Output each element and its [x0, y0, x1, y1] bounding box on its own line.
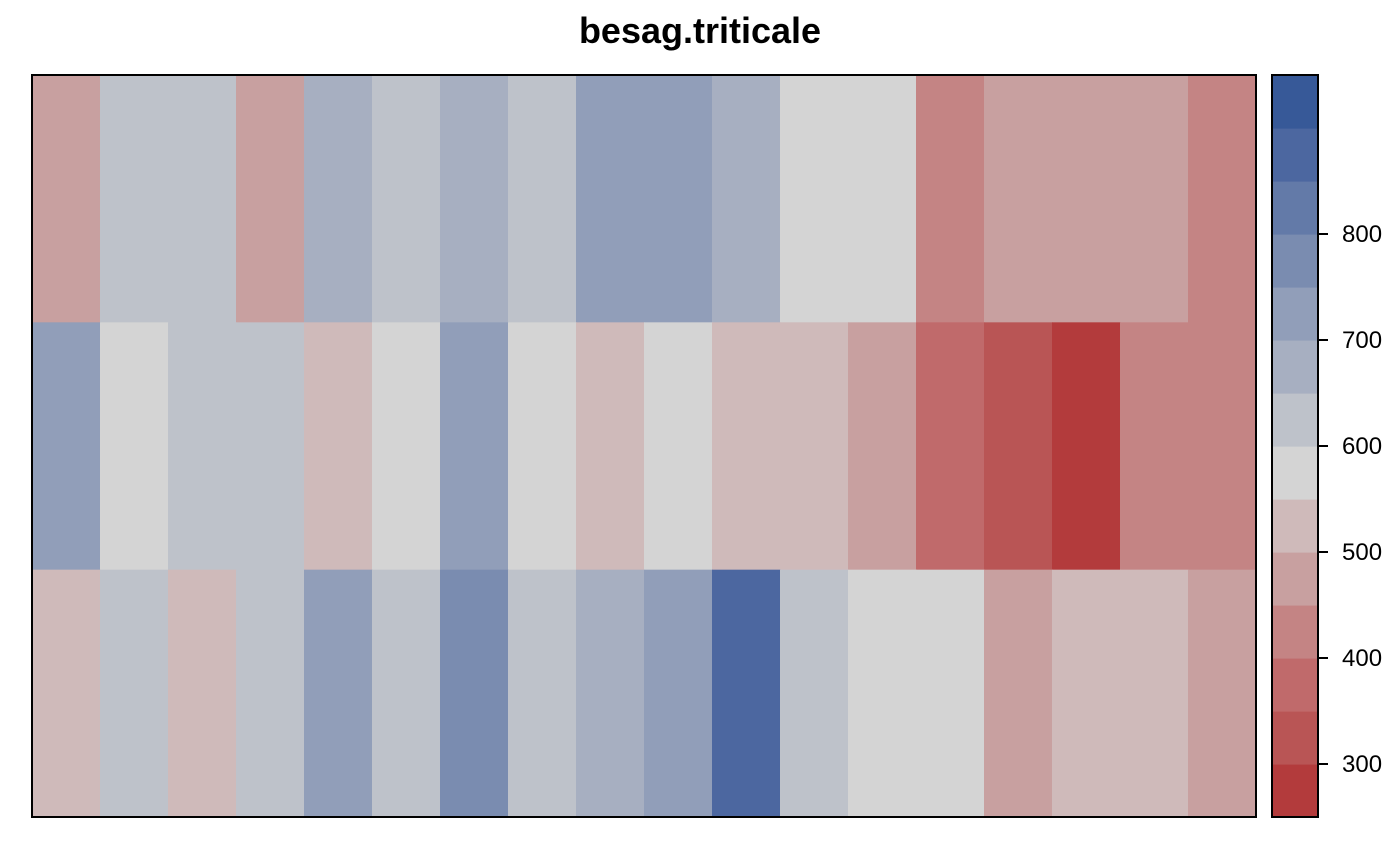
heatmap-cell [168, 322, 237, 571]
colorbar-tick-label: 700 [1342, 327, 1382, 354]
colorbar-bin [1272, 234, 1318, 288]
heatmap-cell [440, 75, 509, 323]
heatmap-cell [100, 75, 169, 323]
heatmap-cell [848, 569, 917, 818]
heatmap-cell [712, 75, 781, 323]
heatmap-cell [576, 75, 645, 323]
colorbar-bin [1272, 658, 1318, 712]
colorbar-bin [1272, 128, 1318, 182]
heatmap-cell [1188, 569, 1257, 818]
heatmap-cell [372, 75, 441, 323]
colorbar-bin [1272, 340, 1318, 394]
heatmap-cell [32, 75, 101, 323]
heatmap-cell [508, 569, 577, 818]
colorbar-tick-label: 400 [1342, 645, 1382, 672]
colorbar-bin [1272, 181, 1318, 235]
heatmap-cell [100, 322, 169, 571]
heatmap-cell [644, 322, 713, 571]
colorbar-tick-label: 300 [1342, 751, 1382, 778]
colorbar-bin [1272, 393, 1318, 447]
colorbar-bin [1272, 711, 1318, 765]
colorbar-bin [1272, 287, 1318, 341]
heatmap-cell [780, 75, 849, 323]
colorbar-bin [1272, 499, 1318, 553]
colorbar-tick-label: 500 [1342, 539, 1382, 566]
heatmap-cell [1188, 75, 1257, 323]
heatmap-cell [32, 322, 101, 571]
heatmap-cell [372, 322, 441, 571]
heatmap-cell [440, 322, 509, 571]
heatmap-cell [168, 75, 237, 323]
colorbar-bin [1272, 446, 1318, 500]
colorbar-bin [1272, 552, 1318, 606]
heatmap-cell [508, 75, 577, 323]
heatmap-cell [576, 322, 645, 571]
heatmap-cell [1120, 322, 1189, 571]
colorbar-bin [1272, 764, 1318, 818]
heatmap-cell [1120, 75, 1189, 323]
heatmap-cell [1052, 322, 1121, 571]
colorbar-ticks: 300 400 500 600 700 800 [1318, 221, 1382, 778]
heatmap-cell [100, 569, 169, 818]
heatmap-cell [236, 322, 305, 571]
colorbar-tick-label: 600 [1342, 433, 1382, 460]
colorbar-bin [1272, 605, 1318, 659]
heatmap-cell [916, 75, 985, 323]
heatmap-cell [1120, 569, 1189, 818]
heatmap-cells [32, 75, 1257, 818]
chart-title: besag.triticale [578, 10, 822, 51]
heatmap-cell [1052, 569, 1121, 818]
heatmap-cell [304, 75, 373, 323]
heatmap-cell [848, 75, 917, 323]
heatmap-cell [644, 569, 713, 818]
heatmap-cell [984, 569, 1053, 818]
heatmap-cell [644, 75, 713, 323]
heatmap-cell [236, 569, 305, 818]
heatmap-cell [236, 75, 305, 323]
heatmap-cell [916, 322, 985, 571]
heatmap-cell [304, 569, 373, 818]
heatmap-cell [916, 569, 985, 818]
heatmap-cell [1188, 322, 1257, 571]
heatmap-cell [32, 569, 101, 818]
heatmap-cell [780, 569, 849, 818]
colorbar [1272, 75, 1318, 818]
colorbar-tick-label: 800 [1342, 221, 1382, 248]
heatmap-cell [576, 569, 645, 818]
heatmap-cell [848, 322, 917, 571]
colorbar-bin [1272, 75, 1318, 129]
heatmap-cell [304, 322, 373, 571]
heatmap-cell [168, 569, 237, 818]
heatmap-cell [1052, 75, 1121, 323]
heatmap-cell [984, 75, 1053, 323]
plot-border [31, 74, 1257, 818]
heatmap-cell [440, 569, 509, 818]
heatmap-cell [372, 569, 441, 818]
heatmap-cell [508, 322, 577, 571]
heatmap-cell [712, 569, 781, 818]
heatmap-cell [984, 322, 1053, 571]
heatmap-cell [712, 322, 781, 571]
heatmap-cell [780, 322, 849, 571]
